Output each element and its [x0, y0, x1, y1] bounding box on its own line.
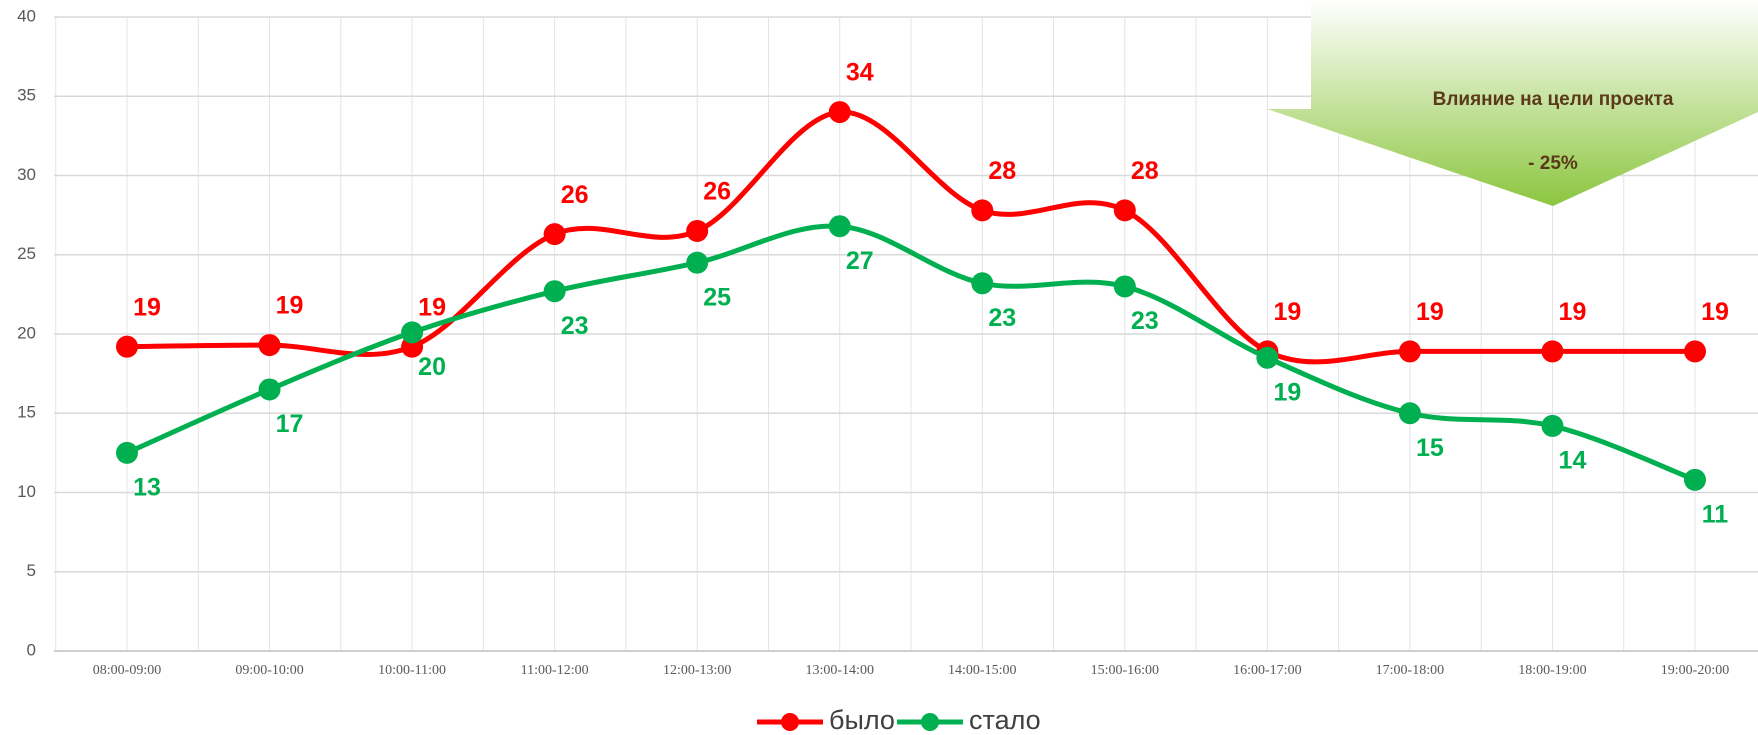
data-point	[1113, 199, 1136, 222]
data-point	[971, 199, 994, 222]
data-point	[971, 272, 994, 295]
x-tick-label: 15:00-16:00	[1091, 663, 1159, 678]
x-tick-label: 11:00-12:00	[521, 663, 589, 678]
plot	[116, 101, 1706, 491]
legend-label: было	[829, 705, 895, 735]
series-line	[125, 223, 1696, 483]
data-point	[543, 223, 566, 246]
x-tick-label: 14:00-15:00	[948, 663, 1016, 678]
annotation-text: - 25%	[1528, 153, 1578, 174]
data-point	[1113, 275, 1136, 298]
data-point	[1398, 340, 1421, 363]
legend-label: стало	[969, 705, 1041, 735]
data-point	[1541, 414, 1564, 437]
data-label: 19	[1559, 298, 1587, 326]
data-label: 20	[418, 353, 446, 381]
x-tick-label: 13:00-14:00	[806, 663, 874, 678]
data-label: 28	[1131, 157, 1159, 185]
data-point	[686, 219, 709, 242]
data-label: 23	[1131, 307, 1159, 335]
data-point	[401, 321, 424, 344]
data-point	[1541, 340, 1564, 363]
data-point	[258, 334, 281, 357]
data-label: 11	[1702, 500, 1729, 528]
x-tick-label: 12:00-13:00	[663, 663, 731, 678]
data-label: 23	[561, 312, 589, 340]
y-tick-label: 0	[27, 640, 36, 659]
data-point	[686, 251, 709, 274]
data-label: 19	[1273, 378, 1301, 406]
data-point	[1684, 468, 1706, 491]
data-point	[1256, 346, 1279, 369]
y-tick-label: 30	[17, 165, 36, 184]
data-label: 19	[1416, 298, 1444, 326]
data-label: 27	[846, 247, 874, 275]
data-label: 19	[133, 293, 161, 321]
data-label: 26	[703, 178, 731, 206]
legend-marker	[781, 713, 799, 731]
data-label: 15	[1416, 434, 1444, 462]
x-tick-label: 19:00-20:00	[1661, 663, 1729, 678]
data-label: 23	[988, 304, 1016, 332]
y-tick-label: 40	[17, 6, 36, 25]
y-tick-label: 10	[17, 482, 36, 501]
y-tick-label: 25	[17, 244, 36, 263]
x-tick-label: 18:00-19:00	[1518, 663, 1586, 678]
data-label: 28	[988, 157, 1016, 185]
data-point	[116, 441, 138, 464]
y-tick-label: 20	[17, 323, 36, 342]
data-label: 25	[703, 283, 731, 311]
data-point	[258, 378, 281, 401]
data-label: 14	[1559, 447, 1587, 475]
data-label: 26	[561, 181, 589, 209]
data-label: 34	[846, 59, 874, 87]
data-label: 19	[418, 293, 446, 321]
annotation-title: Влияние на цели проекта	[1433, 89, 1674, 110]
x-tick-label: 16:00-17:00	[1233, 663, 1301, 678]
data-label: 19	[276, 292, 304, 320]
data-label: 17	[276, 410, 304, 438]
data-label: 13	[133, 473, 161, 501]
data-label: 19	[1701, 298, 1729, 326]
y-tick-label: 5	[27, 561, 36, 580]
x-tick-label: 17:00-18:00	[1376, 663, 1444, 678]
data-point	[116, 335, 138, 358]
data-point	[1398, 402, 1421, 425]
x-tick-label: 08:00-09:00	[93, 663, 161, 678]
x-tick-label: 10:00-11:00	[378, 663, 446, 678]
y-tick-label: 35	[17, 86, 36, 105]
y-tick-label: 15	[17, 403, 36, 422]
data-point	[543, 280, 566, 303]
annotation-arrow	[1267, 0, 1758, 206]
data-point	[828, 101, 851, 124]
legend-marker	[921, 713, 939, 731]
data-label: 19	[1273, 298, 1301, 326]
data-point	[1684, 340, 1706, 363]
data-point	[828, 215, 851, 238]
x-tick-label: 09:00-10:00	[235, 663, 303, 678]
